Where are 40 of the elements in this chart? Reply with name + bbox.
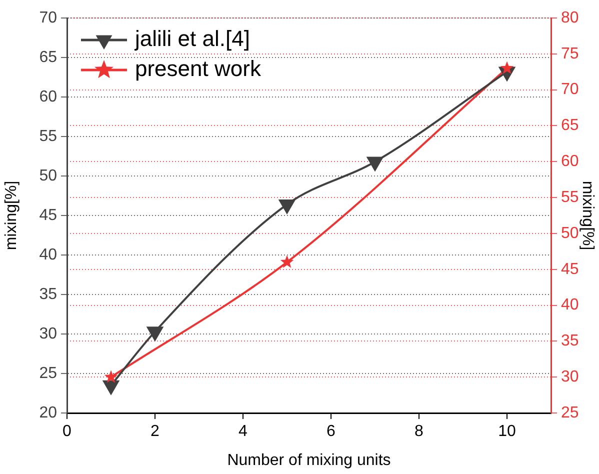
y-tick-label: 40 xyxy=(39,246,58,264)
point xyxy=(280,255,294,268)
y-tick-label: 25 xyxy=(39,364,58,382)
x-tick-label: 10 xyxy=(498,423,516,440)
y2-tick-label: 65 xyxy=(561,117,579,134)
x-tick-label: 4 xyxy=(238,423,248,440)
point xyxy=(146,326,164,342)
y2-tick-label: 70 xyxy=(561,81,579,98)
y-tick-label: 70 xyxy=(39,9,58,26)
y2-tick-label: 35 xyxy=(561,332,579,350)
y-tick-label: 35 xyxy=(39,286,58,303)
point xyxy=(278,199,296,214)
x-axis-title: Number of mixing units xyxy=(227,452,391,469)
y2-tick-label: 30 xyxy=(561,368,579,386)
y-axis-title: mixing[%] xyxy=(3,180,20,250)
y2-tick-label: 50 xyxy=(561,224,579,242)
y-tick-label: 20 xyxy=(39,404,58,422)
y-tick-label: 55 xyxy=(39,128,58,145)
x-tick-label: 2 xyxy=(150,423,160,440)
y2-tick-label: 40 xyxy=(561,296,579,314)
y-tick-label: 30 xyxy=(39,325,58,342)
x-tick-label: 8 xyxy=(414,423,424,440)
y2-tick-label: 55 xyxy=(561,188,579,206)
y2-tick-label: 75 xyxy=(561,45,579,62)
y2-tick-label: 60 xyxy=(561,153,579,170)
y2-tick-label: 80 xyxy=(561,9,579,26)
legend-label: jalili et al.[4] xyxy=(134,26,250,52)
y2-tick-label: 45 xyxy=(561,260,579,278)
y-tick-label: 65 xyxy=(39,48,58,66)
point xyxy=(104,370,118,383)
point xyxy=(366,156,384,172)
point xyxy=(102,380,120,395)
y2-tick-label: 25 xyxy=(561,404,579,422)
y2-axis-title: mixing[%] xyxy=(578,180,596,250)
y-tick-label: 45 xyxy=(39,206,58,224)
y-tick-label: 50 xyxy=(39,167,58,184)
x-tick-label: 6 xyxy=(326,423,336,440)
x-tick-label: 0 xyxy=(62,423,72,440)
legend-label: present work xyxy=(135,56,262,82)
y-tick-label: 60 xyxy=(39,88,58,106)
